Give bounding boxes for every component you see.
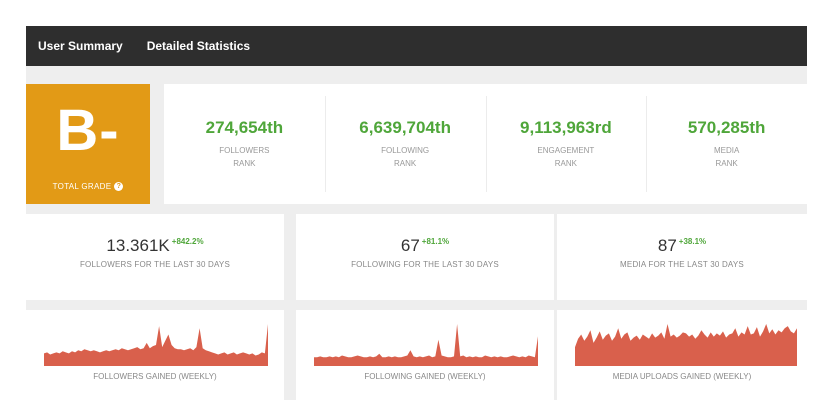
tab-user-summary[interactable]: User Summary (38, 39, 123, 53)
stat-value-row: 13.361K +842.2% (26, 236, 284, 256)
following-stat-card: 67 +81.1% FOLLOWING FOR THE LAST 30 DAYS (296, 214, 554, 300)
media-uploads-gained-chart-card: MEDIA UPLOADS GAINED (WEEKLY) (557, 310, 807, 400)
tab-detailed-statistics[interactable]: Detailed Statistics (146, 39, 251, 53)
stat-change: +842.2% (171, 237, 204, 246)
chart-title: MEDIA UPLOADS GAINED (WEEKLY) (612, 372, 752, 381)
rank-value: 9,113,963rd (520, 118, 612, 137)
stat-value: 67 (400, 236, 420, 255)
chart-area (314, 324, 538, 366)
followers-gained-chart-card: FOLLOWERS GAINED (WEEKLY) (26, 310, 284, 400)
chart-title: FOLLOWERS GAINED (WEEKLY) (93, 372, 217, 381)
chart-area (575, 324, 797, 366)
rank-label: MEDIA (713, 146, 740, 155)
followers-rank: 274,654th FOLLOWERS RANK (164, 84, 325, 204)
stat-value: 13.361K (106, 236, 170, 255)
rank-label: RANK (394, 159, 417, 168)
stat-label: FOLLOWERS FOR THE LAST 30 DAYS (79, 260, 231, 269)
rank-label: RANK (233, 159, 256, 168)
rank-value: 6,639,704th (359, 118, 451, 137)
stat-value: 87 (657, 236, 677, 255)
help-icon[interactable]: ? (114, 182, 124, 191)
engagement-rank: 9,113,963rd ENGAGEMENT RANK (485, 84, 647, 204)
stat-change: +81.1% (421, 237, 450, 246)
grade-label: TOTAL GRADE (52, 182, 112, 191)
media-rank: 570,285th MEDIA RANK (646, 84, 807, 204)
stat-value-row: 67 +81.1% (296, 236, 554, 256)
top-nav-bar: User Summary Detailed Statistics (26, 26, 807, 66)
media-stat-card: 87 +38.1% MEDIA FOR THE LAST 30 DAYS (557, 214, 807, 300)
rank-label: FOLLOWERS (219, 146, 270, 155)
rank-label: ENGAGEMENT (537, 146, 595, 155)
stat-change: +38.1% (678, 237, 707, 246)
rank-value: 570,285th (687, 118, 766, 137)
media-uploads-gained-chart (575, 324, 797, 366)
following-gained-chart (314, 324, 538, 366)
dashboard-content: B- TOTAL GRADE ? 274,654th FOLLOWERS RAN… (26, 66, 807, 400)
following-gained-chart-card: FOLLOWING GAINED (WEEKLY) (296, 310, 554, 400)
rank-label: RANK (715, 159, 738, 168)
grade-value: B- (56, 98, 120, 163)
stat-label: MEDIA FOR THE LAST 30 DAYS (620, 260, 744, 269)
rank-label: RANK (554, 159, 577, 168)
following-rank: 6,639,704th FOLLOWING RANK (324, 84, 486, 204)
total-grade-card: B- TOTAL GRADE ? (26, 84, 150, 204)
stat-label: FOLLOWING FOR THE LAST 30 DAYS (351, 260, 499, 269)
chart-area (44, 324, 268, 366)
rank-panel: 274,654th FOLLOWERS RANK 6,639,704th FOL… (164, 84, 807, 204)
followers-gained-chart (44, 324, 268, 366)
grade-label-row: TOTAL GRADE ? (53, 182, 124, 191)
chart-title: FOLLOWING GAINED (WEEKLY) (364, 372, 486, 381)
rank-value: 274,654th (205, 118, 284, 137)
stat-value-row: 87 +38.1% (557, 236, 807, 256)
followers-stat-card: 13.361K +842.2% FOLLOWERS FOR THE LAST 3… (26, 214, 284, 300)
rank-label: FOLLOWING (381, 146, 430, 155)
